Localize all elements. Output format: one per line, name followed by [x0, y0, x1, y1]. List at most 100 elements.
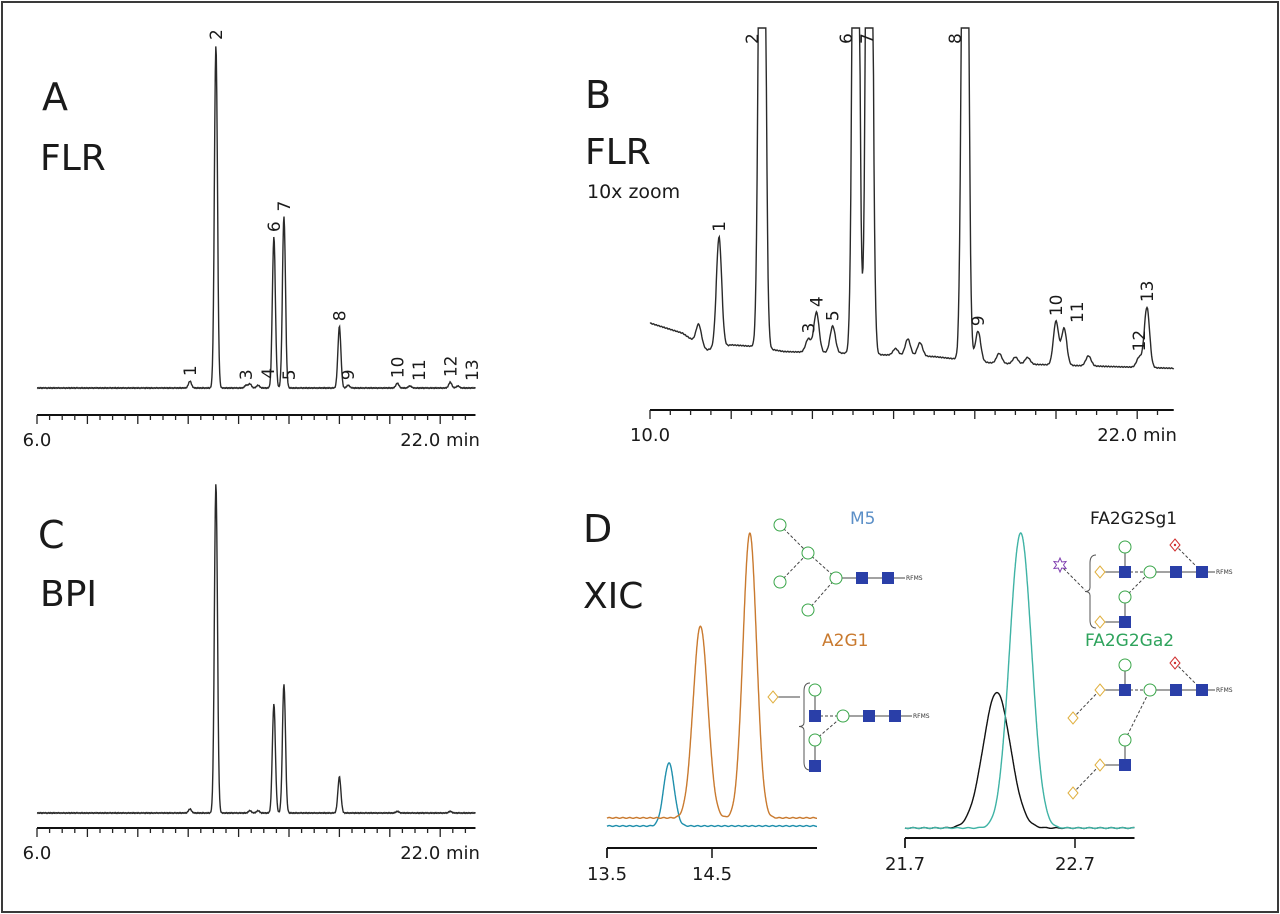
peak-label-1: 1	[710, 221, 730, 232]
tick-label: 22.0 min	[400, 430, 480, 451]
glcnac-square-icon	[1119, 684, 1131, 696]
panel-d-letter: D	[583, 507, 612, 551]
glycan-bracket	[798, 682, 811, 771]
peak-label-2: 2	[743, 33, 763, 44]
glcnac-square-icon	[809, 710, 821, 722]
mannose-circle-icon	[829, 571, 843, 585]
glycan-tag-m5: RFMS	[906, 575, 923, 582]
galactose-diamond-icon	[1094, 615, 1106, 629]
tick-label: 13.5	[587, 864, 627, 885]
peak-label-10: 10	[388, 357, 408, 379]
peak-label-11: 11	[1068, 301, 1088, 323]
peak-label-3: 3	[799, 323, 819, 334]
glcnac-square-icon	[1170, 684, 1182, 696]
glcnac-square-icon	[863, 710, 875, 722]
glycan-tag-fa2g2ga2: RFMS	[1216, 687, 1233, 694]
peak-label-5: 5	[280, 369, 300, 380]
panel-b-letter: B	[585, 73, 611, 117]
tick-label: 22.7	[1055, 854, 1095, 875]
glycan-label-m5: M5	[850, 509, 875, 529]
trace-panel-a	[36, 46, 476, 390]
galactose-diamond-icon	[1094, 758, 1106, 772]
glycan-bracket	[1084, 554, 1097, 629]
mannose-circle-icon	[773, 575, 787, 589]
trace-panel-b	[649, 27, 1175, 370]
peak-label-5: 5	[824, 310, 844, 321]
mannose-circle-icon	[1118, 658, 1132, 672]
glycan-bond	[1072, 689, 1101, 719]
glcnac-square-icon	[1119, 759, 1131, 771]
mannose-circle-icon	[808, 683, 822, 697]
glcnac-square-icon	[809, 760, 821, 772]
glycan-label-a2g1: A2G1	[822, 631, 868, 651]
glcnac-square-icon	[1119, 616, 1131, 628]
mannose-circle-icon	[808, 733, 822, 747]
panel-a-detector: FLR	[40, 138, 106, 179]
galactose-diamond-icon	[1067, 786, 1079, 800]
mannose-circle-icon	[1143, 565, 1157, 579]
mannose-circle-icon	[1118, 590, 1132, 604]
tick-label: 21.7	[885, 854, 925, 875]
fucose-dot	[1173, 661, 1177, 665]
mannose-circle-icon	[1118, 540, 1132, 554]
xic-trace-m5	[606, 762, 817, 828]
panel-d-detector: XIC	[583, 576, 643, 617]
glycan-bond	[779, 552, 809, 583]
panel-c-detector: BPI	[40, 574, 97, 615]
mannose-circle-icon	[1143, 683, 1157, 697]
glycan-bond	[1059, 564, 1086, 591]
mannose-circle-icon	[773, 518, 787, 532]
peak-label-9: 9	[339, 369, 359, 380]
peak-label-7: 7	[275, 201, 295, 212]
panel-c-letter: C	[38, 513, 65, 557]
xic-trace-a2g1	[606, 532, 817, 819]
peak-label-9: 9	[969, 315, 989, 326]
glcnac-square-icon	[1119, 566, 1131, 578]
peak-label-7: 7	[858, 33, 878, 44]
glycan-tag-a2g1: RFMS	[913, 713, 930, 720]
panel-a-letter: A	[42, 75, 68, 119]
tick-label: 22.0 min	[1097, 425, 1177, 446]
xic-trace-fa2g2ga2	[904, 532, 1135, 830]
tick-label: 6.0	[23, 430, 52, 451]
galactose-diamond-icon	[767, 690, 779, 704]
fucose-dot	[1173, 543, 1177, 547]
glycan-bond	[1072, 764, 1101, 794]
peak-label-10: 10	[1047, 294, 1067, 316]
peak-label-1: 1	[181, 365, 201, 376]
panel-b-detector: FLR	[585, 132, 651, 173]
galactose-diamond-icon	[1094, 565, 1106, 579]
tick-label: 22.0 min	[400, 843, 480, 864]
glcnac-square-icon	[1196, 566, 1208, 578]
peak-label-3: 3	[237, 369, 257, 380]
peak-label-8: 8	[946, 33, 966, 44]
peak-label-4: 4	[807, 296, 827, 307]
glcnac-square-icon	[882, 572, 894, 584]
trace-panel-c	[36, 484, 476, 815]
sialic-acid-star-icon	[1052, 556, 1068, 574]
tick-label: 6.0	[23, 843, 52, 864]
peak-label-6: 6	[837, 33, 857, 44]
peak-label-6: 6	[265, 221, 285, 232]
peak-label-12: 12	[441, 356, 461, 378]
mannose-circle-icon	[801, 546, 815, 560]
panel-b-note: 10x zoom	[587, 181, 680, 203]
mannose-circle-icon	[836, 709, 850, 723]
tick-label: 10.0	[630, 425, 670, 446]
glycan-tag-fa2g2sg1: RFMS	[1216, 569, 1233, 576]
glycan-label-fa2g2sg1: FA2G2Sg1	[1090, 509, 1177, 529]
glcnac-square-icon	[1196, 684, 1208, 696]
tick-label: 14.5	[692, 864, 732, 885]
peak-label-11: 11	[410, 359, 430, 381]
glycan-bond	[779, 524, 809, 554]
peak-label-13: 13	[1138, 280, 1158, 302]
galactose-diamond-icon	[1094, 683, 1106, 697]
peak-label-8: 8	[330, 310, 350, 321]
peak-label-2: 2	[207, 29, 227, 40]
glcnac-square-icon	[889, 710, 901, 722]
mannose-circle-icon	[1118, 733, 1132, 747]
peak-label-4: 4	[259, 368, 279, 379]
glycan-bond	[1124, 689, 1151, 741]
